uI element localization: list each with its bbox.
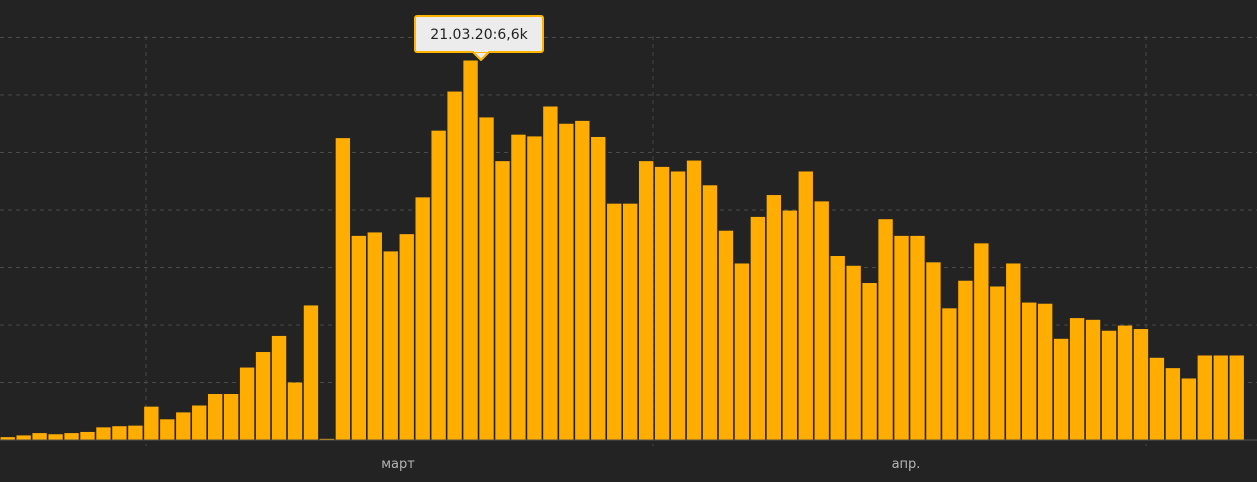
bar-06.04.20[interactable]: [1038, 303, 1053, 441]
bar-22.03.20[interactable]: [798, 171, 813, 441]
bar-29.03.20[interactable]: [910, 235, 925, 441]
bar-07.02.20[interactable]: [96, 427, 111, 440]
bar-14.03.20[interactable]: [670, 171, 686, 441]
bar-02.02.20[interactable]: [16, 435, 31, 440]
bar-13.02.20[interactable]: [192, 405, 207, 441]
bar-16.02.20[interactable]: [239, 367, 255, 440]
bar-16.03.20[interactable]: [702, 185, 718, 440]
bar-15.04.20[interactable]: [1181, 378, 1197, 441]
bar-12.02.20[interactable]: [176, 412, 191, 440]
x-tick-label-mart: март: [381, 457, 415, 472]
bar-16.04.20[interactable]: [1197, 355, 1212, 440]
bar-04.04.20[interactable]: [1006, 263, 1021, 440]
bar-30.03.20[interactable]: [926, 262, 941, 440]
bar-01.03.20[interactable]: [463, 60, 478, 441]
bar-12.03.20[interactable]: [638, 161, 654, 441]
bar-13.04.20[interactable]: [1149, 357, 1165, 440]
bar-07.04.20[interactable]: [1053, 338, 1069, 440]
bars: [0, 60, 1244, 441]
bar-02.03.20[interactable]: [479, 117, 494, 441]
bar-14.04.20[interactable]: [1165, 368, 1181, 441]
tooltip: 21.03.20:6,6k: [414, 15, 544, 61]
bar-02.04.20[interactable]: [974, 243, 989, 440]
bar-27.03.20[interactable]: [878, 219, 893, 440]
bar-17.02.20[interactable]: [255, 352, 271, 440]
bar-18.02.20[interactable]: [271, 335, 287, 441]
bar-11.03.20[interactable]: [623, 203, 638, 440]
bar-17.04.20[interactable]: [1213, 355, 1228, 440]
bar-11.02.20[interactable]: [160, 419, 175, 440]
tooltip-label: 21.03.20:6,6k: [430, 27, 528, 43]
bar-01.02.20[interactable]: [0, 437, 15, 441]
bar-18.04.20[interactable]: [1229, 355, 1244, 440]
bar-21.03.20[interactable]: [782, 210, 797, 440]
bar-23.02.20[interactable]: [351, 235, 367, 441]
bar-06.02.20[interactable]: [80, 431, 95, 440]
grid-lines: [0, 36, 1257, 446]
bar-08.02.20[interactable]: [112, 426, 127, 440]
bar-10.02.20[interactable]: [144, 406, 159, 440]
bar-09.03.20[interactable]: [591, 136, 606, 441]
bar-22.02.20[interactable]: [335, 138, 351, 441]
bar-31.03.20[interactable]: [942, 308, 957, 440]
bar-15.02.20[interactable]: [223, 394, 239, 440]
bar-08.04.20[interactable]: [1069, 318, 1085, 440]
bar-18.03.20[interactable]: [734, 263, 750, 440]
bar-13.03.20[interactable]: [654, 166, 670, 441]
bar-03.02.20[interactable]: [32, 433, 47, 440]
bar-08.03.20[interactable]: [575, 120, 590, 441]
bar-12.04.20[interactable]: [1133, 329, 1149, 440]
bar-25.03.20[interactable]: [846, 265, 861, 440]
bar-24.02.20[interactable]: [367, 232, 382, 440]
bar-27.02.20[interactable]: [415, 197, 430, 440]
bar-26.03.20[interactable]: [862, 283, 877, 440]
tooltip-pointer-mask: [474, 49, 488, 52]
bar-03.04.20[interactable]: [990, 286, 1005, 441]
bar-15.03.20[interactable]: [686, 160, 702, 441]
bar-17.03.20[interactable]: [718, 230, 734, 440]
bar-26.02.20[interactable]: [399, 234, 414, 440]
bar-28.03.20[interactable]: [894, 235, 909, 441]
bar-07.03.20[interactable]: [559, 123, 574, 440]
x-tick-label-apr: апр.: [892, 457, 921, 472]
bar-20.03.20[interactable]: [766, 195, 782, 440]
bar-19.02.20[interactable]: [287, 382, 303, 441]
bar-24.03.20[interactable]: [830, 256, 845, 440]
bar-10.03.20[interactable]: [607, 203, 622, 440]
tooltip-pointer: [472, 51, 490, 61]
x-axis: март апр.: [0, 439, 1257, 472]
bar-20.02.20[interactable]: [303, 305, 319, 440]
bar-09.02.20[interactable]: [128, 425, 143, 441]
bar-01.04.20[interactable]: [958, 280, 973, 441]
bar-09.04.20[interactable]: [1085, 319, 1101, 440]
bar-14.02.20[interactable]: [208, 394, 223, 440]
bar-29.02.20[interactable]: [447, 91, 462, 441]
bar-28.02.20[interactable]: [431, 130, 446, 440]
bar-06.03.20[interactable]: [543, 106, 558, 441]
bar-04.02.20[interactable]: [48, 434, 63, 440]
bar-19.03.20[interactable]: [750, 216, 766, 440]
bar-05.02.20[interactable]: [64, 433, 79, 440]
bar-10.04.20[interactable]: [1101, 330, 1117, 440]
bar-05.04.20[interactable]: [1022, 302, 1037, 440]
bar-25.02.20[interactable]: [383, 251, 398, 440]
bar-11.04.20[interactable]: [1117, 325, 1133, 440]
bar-21.02.20[interactable]: [319, 438, 335, 440]
bar-04.03.20[interactable]: [511, 134, 526, 440]
bar-05.03.20[interactable]: [527, 136, 542, 440]
bar-03.03.20[interactable]: [495, 161, 510, 441]
bar-23.03.20[interactable]: [814, 201, 829, 440]
